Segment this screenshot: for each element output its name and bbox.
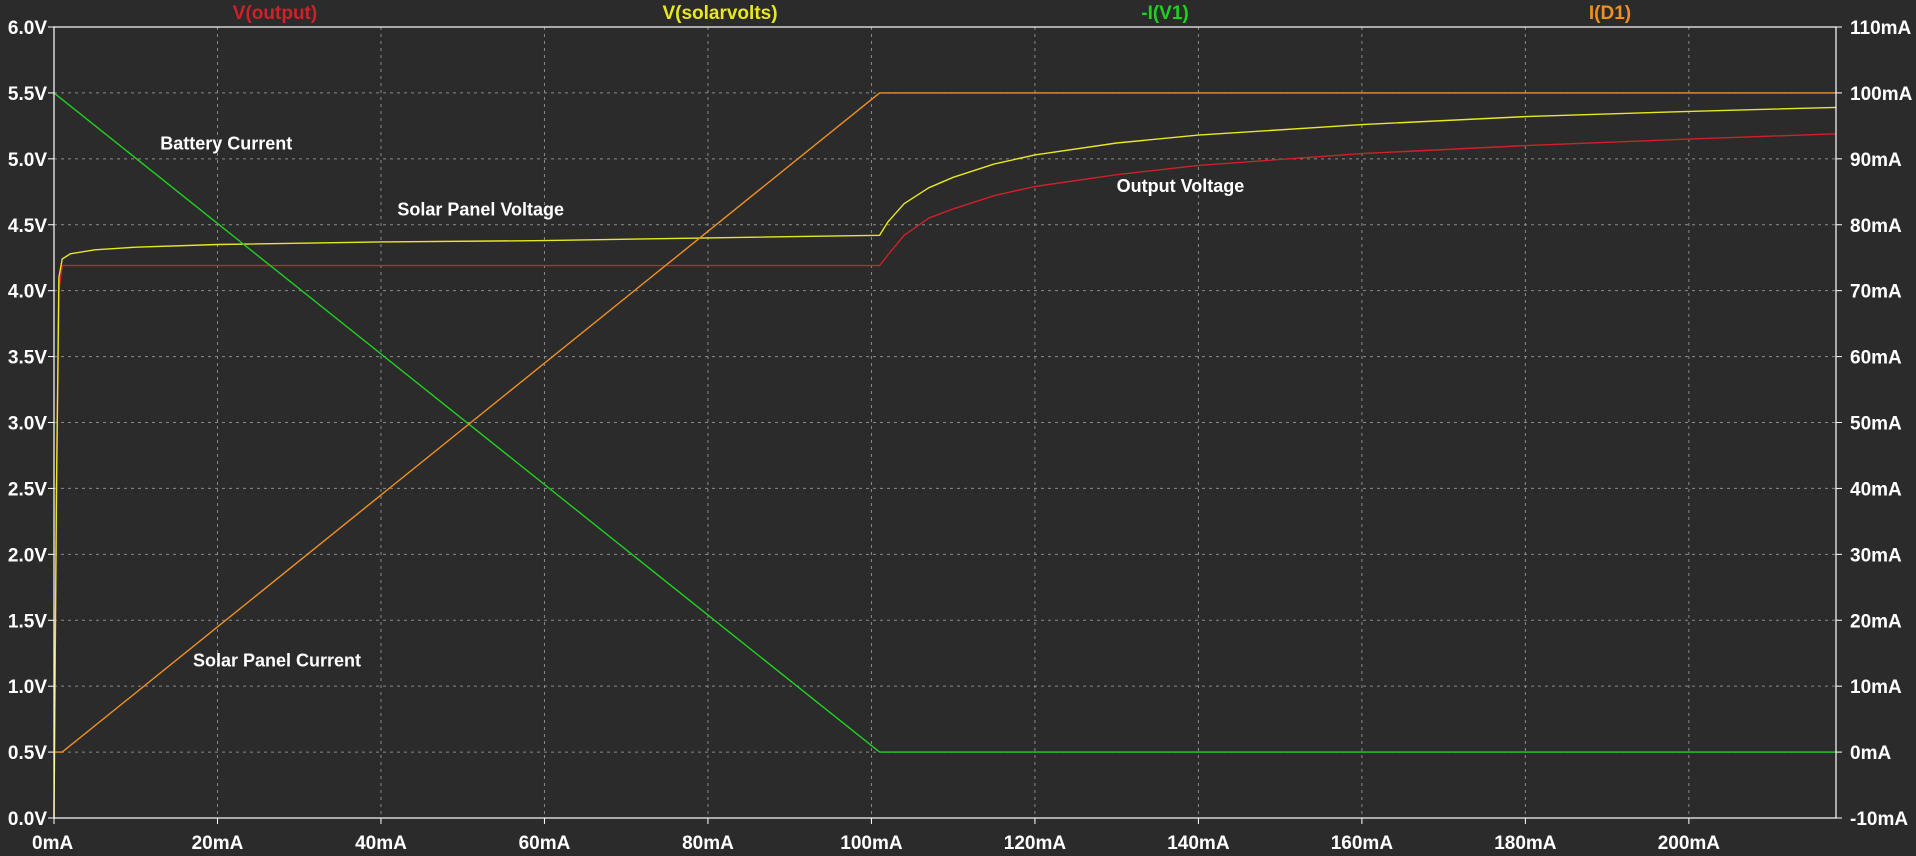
right-tick-label: 30mA: [1850, 545, 1902, 566]
plot-border: [53, 26, 1837, 819]
right-tick-label: 90mA: [1850, 150, 1902, 171]
trace-i-d1: [54, 92, 1836, 753]
trace-v-output: [53, 133, 1837, 819]
right-tick-label: -10mA: [1850, 809, 1908, 830]
annotation-label: Solar Panel Current: [193, 650, 361, 670]
x-tick-label: 200mA: [1658, 833, 1721, 854]
x-tick-label: 180mA: [1494, 833, 1557, 854]
right-tick-label: 60mA: [1850, 348, 1902, 369]
x-tick-label: 0mA: [32, 833, 73, 854]
x-tick-label: 120mA: [1004, 833, 1067, 854]
left-tick-label: 2.0V: [8, 545, 47, 566]
grid-lines: [48, 26, 1842, 824]
left-tick-label: 3.0V: [8, 414, 47, 435]
left-tick-label: 0.0V: [8, 809, 47, 830]
legend-v-output: V(output): [233, 3, 317, 24]
trace-v-solarvolts: [53, 106, 1837, 819]
left-tick-label: 1.5V: [8, 611, 47, 632]
right-tick-label: 80mA: [1850, 216, 1902, 237]
x-tick-label: 100mA: [840, 833, 903, 854]
right-tick-label: 0mA: [1850, 743, 1891, 764]
right-tick-label: 50mA: [1850, 414, 1902, 435]
left-tick-label: 5.0V: [8, 150, 47, 171]
right-tick-label: 40mA: [1850, 479, 1902, 500]
left-tick-label: 2.5V: [8, 479, 47, 500]
annotation-label: Battery Current: [160, 134, 292, 154]
right-tick-label: 10mA: [1850, 677, 1902, 698]
x-tick-label: 20mA: [192, 833, 244, 854]
x-tick-label: 140mA: [1167, 833, 1230, 854]
annotation-label: Output Voltage: [1117, 176, 1245, 196]
left-tick-label: 4.5V: [8, 216, 47, 237]
legend-i-v1: -I(V1): [1141, 3, 1189, 24]
right-tick-label: 100mA: [1850, 84, 1913, 105]
left-tick-label: 0.5V: [8, 743, 47, 764]
axis-labels: 0mA 20mA 40mA 60mA 80mA 100mA 120mA 140mA 160mA 1…: [8, 18, 1913, 854]
left-tick-label: 1.0V: [8, 677, 47, 698]
right-tick-label: 20mA: [1850, 611, 1902, 632]
plot-frame: [53, 26, 1837, 819]
annotations: Battery Current Solar Panel Voltage Output…: [160, 134, 1244, 671]
x-tick-label: 160mA: [1331, 833, 1394, 854]
left-tick-label: 5.5V: [8, 84, 47, 105]
left-tick-label: 3.5V: [8, 348, 47, 369]
left-tick-label: 6.0V: [8, 18, 47, 39]
left-tick-label: 4.0V: [8, 282, 47, 303]
legend-v-solarvolts: V(solarvolts): [662, 3, 777, 24]
trace-legend: V(output) V(solarvolts) -I(V1) I(D1): [233, 3, 1631, 24]
x-tick-label: 60mA: [519, 833, 571, 854]
x-tick-label: 80mA: [682, 833, 734, 854]
right-tick-label: 70mA: [1850, 282, 1902, 303]
traces: [53, 92, 1837, 819]
trace-i-v1: [53, 92, 1836, 753]
right-tick-label: 110mA: [1850, 18, 1912, 39]
legend-i-d1: I(D1): [1589, 3, 1631, 24]
x-tick-label: 40mA: [355, 833, 407, 854]
annotation-label: Solar Panel Voltage: [397, 200, 564, 220]
